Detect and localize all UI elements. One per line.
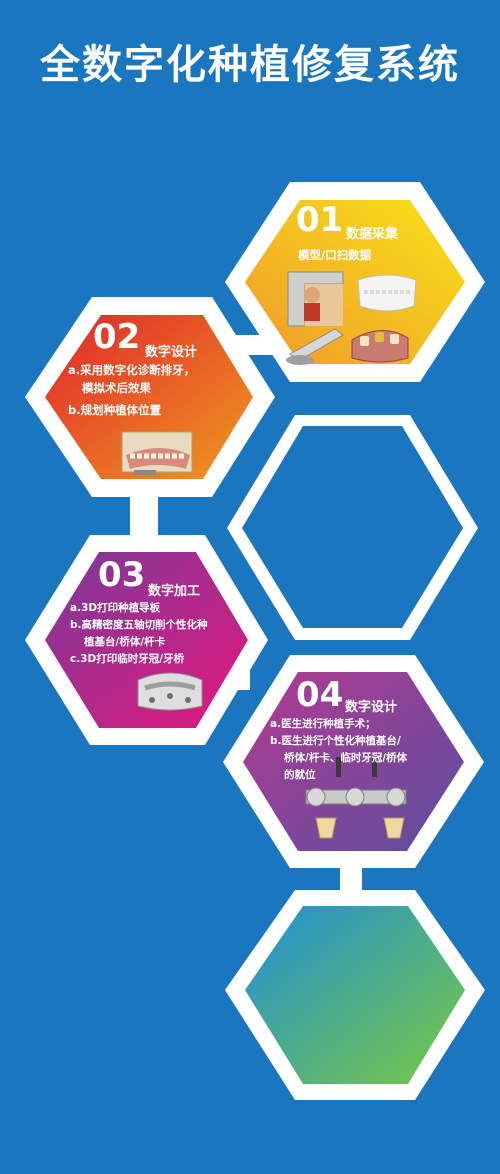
step-3-line-1: a.3D打印种植导板	[70, 602, 161, 614]
step-4-line-1: a.医生进行种植手术；	[270, 718, 376, 730]
step-4-number: 04	[296, 675, 344, 715]
surgical-guide-icon	[137, 672, 203, 711]
page-title: 全数字化种植修复系统	[40, 42, 460, 88]
scanner-icon	[287, 271, 344, 327]
step-3-heading: 数字加工	[148, 584, 201, 599]
step-4-heading: 数字设计	[345, 700, 398, 715]
implant-bar-icon	[305, 757, 407, 839]
intraoral-scanner-icon	[286, 328, 344, 365]
step-1-line-1: 模型/口扫数据	[298, 248, 372, 262]
step-2-line-2: 模拟术后效果	[82, 381, 151, 395]
step-3-number: 03	[98, 555, 146, 595]
step-4-line-3: 桥体/杆卡、临时牙冠/桥体	[284, 752, 408, 764]
step-2-line-1: a.采用数字化诊断排牙，	[68, 363, 196, 377]
step-3-line-2: b.高精密度五轴切削个性化种	[70, 619, 208, 631]
hexagon-step-2	[45, 315, 253, 479]
hexagon-bottom	[245, 906, 465, 1084]
step-1-heading: 数据采集	[346, 227, 399, 242]
denture-model-icon	[121, 431, 193, 475]
step-2-line-3: b.规划种植体位置	[68, 403, 162, 417]
step-4-line-4: 的就位	[284, 769, 316, 781]
step-1-number: 01	[296, 200, 344, 240]
step-3-line-3: 植基台/桥体/杆卡	[84, 636, 166, 648]
step-2-heading: 数字设计	[145, 345, 198, 360]
step-3-line-4: c.3D打印临时牙冠/牙桥	[70, 653, 185, 665]
dental-model-icon	[357, 274, 417, 312]
step-2-number: 02	[93, 317, 141, 357]
hexagon-step-4	[243, 672, 464, 851]
hexagon-empty	[242, 426, 463, 628]
step-4-line-2: b.医生进行个性化种植基台/	[270, 735, 401, 747]
tooth-model-icon	[351, 330, 409, 363]
